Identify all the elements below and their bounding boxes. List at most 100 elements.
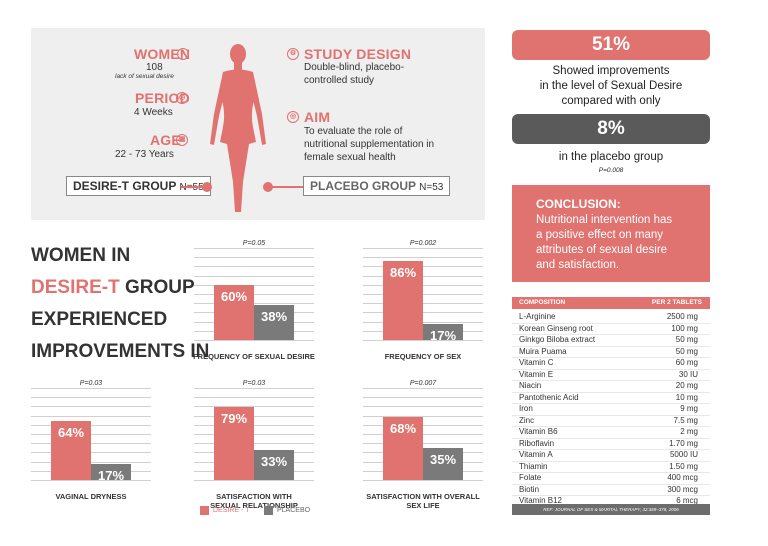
composition-ingredient: Niacin (519, 381, 542, 390)
bar-label-placebo: 35% (429, 451, 457, 467)
chart-gridline (31, 397, 151, 399)
chart-gridline (31, 415, 151, 417)
chart-gridline (363, 397, 483, 399)
composition-amount: 50 mg (675, 335, 698, 344)
chart-gridline (194, 424, 314, 426)
conclusion-title: CONCLUSION: (536, 197, 621, 211)
chart-gridline (194, 443, 314, 445)
results-text-1-line-3: compared with only (561, 95, 661, 107)
bar-label-desire-t: 86% (389, 264, 417, 280)
chart-frequency-sexual-desire: P=0.05 60% 38% FREQUENCY OF SEXUAL DESIRE (193, 240, 315, 370)
composition-ingredient: Zinc (519, 415, 535, 425)
desire-t-dot (202, 182, 212, 192)
bar-desire-t (214, 284, 254, 340)
composition-row: Riboflavin 1.70 mg (512, 439, 710, 450)
chart-gridline (363, 443, 483, 445)
chart-gridline (194, 266, 314, 268)
chart-title: VAGINAL DRYNESS (21, 492, 161, 501)
composition-row: Korean Ginseng root 100 mg (512, 323, 710, 335)
bar-placebo (423, 447, 463, 480)
chart-plot-area: 60% 38% (194, 248, 314, 341)
chart-gridline (363, 303, 483, 305)
composition-header: COMPOSITION PER 2 TABLETS (512, 297, 710, 309)
bar-desire-t (214, 407, 254, 480)
placebo-dot (263, 182, 273, 192)
chart-gridline (31, 461, 151, 463)
desire-improvement-pill: 51% (512, 30, 710, 60)
composition-row: Ginkgo Biloba extract 50 mg (512, 335, 710, 347)
composition-ingredient: Korean Ginseng root (519, 323, 593, 333)
desire-t-connector (181, 186, 206, 188)
legend-placebo-swatch (264, 506, 273, 515)
composition-row: Iron 9 mg (512, 404, 710, 416)
chart-plot-area: 86% 17% (363, 248, 483, 344)
chart-gridline (194, 248, 314, 249)
aim-value-2: nutritional supplementation in (304, 139, 435, 150)
chart-gridline (31, 480, 151, 481)
headline-line-2-rest: GROUP (119, 277, 195, 298)
composition-amount: 60 mg (675, 358, 698, 367)
chart-gridline (363, 415, 483, 417)
chart-gridline (363, 266, 483, 268)
results-text-1-line-1: Showed improvements (552, 65, 670, 77)
chart-gridline (194, 388, 314, 389)
age-value: 22 - 73 Years (115, 149, 174, 160)
bar-label-placebo: 17% (429, 328, 457, 344)
chart-title: FREQUENCY OF SEX (353, 352, 493, 361)
women-note: lack of sexual desire (115, 73, 174, 80)
female-body-silhouette (210, 44, 266, 212)
chart-gridline (31, 406, 151, 408)
bar-desire-t (383, 417, 423, 480)
composition-amount: 9 mg (680, 404, 698, 413)
placebo-group-n: N=53 (419, 182, 444, 193)
bar-label-desire-t: 64% (57, 425, 85, 441)
chart-plot-area: 79% 33% (194, 388, 314, 481)
placebo-improvement-pill: 8% (512, 114, 710, 144)
conclusion-line-3: attributes of sexual desire (536, 244, 668, 256)
chart-pvalue: P=0.05 (242, 240, 266, 247)
chart-gridline (194, 294, 314, 295)
aim-icon: ◎ (287, 111, 299, 123)
chart-gridline (194, 415, 314, 417)
composition-amount: 5000 IU (669, 450, 698, 459)
composition-amount: 2500 mg (666, 312, 698, 321)
composition-row: Muira Puama 50 mg (512, 347, 710, 358)
chart-title: SATISFACTION WITH OVERALL SEX LIFE (353, 492, 493, 510)
composition-amount: 7.5 mg (673, 415, 698, 425)
composition-amount: 20 mg (675, 381, 698, 390)
chart-gridline (363, 275, 483, 277)
conclusion-body: Nutritional intervention has a positive … (536, 213, 698, 273)
chart-gridline (194, 257, 314, 259)
age-label: AGE (150, 132, 181, 148)
composition-ingredient: Vitamin C (519, 358, 554, 367)
results-text-1: Showed improvements in the level of Sexu… (512, 64, 710, 109)
composition-ingredient: Vitamin A (519, 450, 553, 459)
composition-row: Niacin 20 mg (512, 381, 710, 393)
composition-amount: 2 mg (680, 427, 698, 436)
chart-gridline (363, 340, 483, 341)
chart-gridline (363, 312, 483, 314)
composition-row: Vitamin C 60 mg (512, 358, 710, 370)
headline-accent: DESIRE-T (31, 277, 120, 298)
chart-title-line-1: SATISFACTION WITH OVERALL (366, 492, 480, 501)
clock-icon: ◷ (176, 92, 188, 104)
conclusion-line-4: and satisfaction. (536, 259, 620, 271)
placebo-group-label: PLACEBO GROUP (310, 179, 416, 193)
chart-gridline (31, 452, 151, 454)
composition-row: L-Arginine 2500 mg (512, 312, 710, 324)
composition-ingredient: Biotin (519, 484, 540, 494)
women-label: WOMEN (134, 46, 191, 62)
chart-title: FREQUENCY OF SEXUAL DESIRE (184, 352, 324, 361)
composition-ingredient: Vitamin B6 (519, 427, 558, 436)
composition-amount: 6 mcg (676, 496, 698, 505)
composition-row: Vitamin A 5000 IU (512, 450, 710, 462)
bar-label-placebo: 38% (260, 309, 288, 325)
results-text-2: in the placebo group (558, 151, 664, 163)
composition-header-value: PER 2 TABLETS (651, 299, 702, 306)
bar-placebo (254, 305, 294, 340)
aim-value-1: To evaluate the role of (304, 126, 403, 137)
chart-title: SATISFACTION WITH SEXUAL RELATIONSHIP (184, 492, 324, 510)
chart-pvalue: P=0.03 (242, 380, 266, 387)
chart-gridline (194, 434, 314, 435)
period-value: 4 Weeks (134, 107, 173, 118)
